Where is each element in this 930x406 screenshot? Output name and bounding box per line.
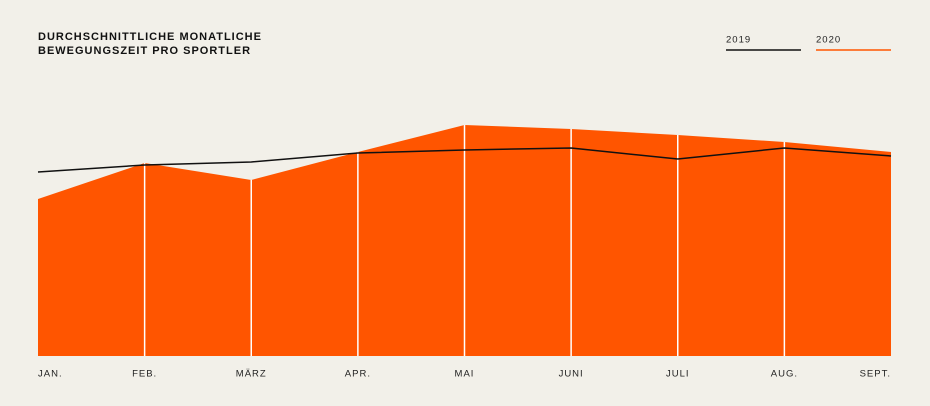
x-tick-label: FEB. xyxy=(132,369,157,380)
x-tick-label: SEPT. xyxy=(860,369,891,380)
x-tick-label: JULI xyxy=(666,369,690,380)
x-tick-label: JUNI xyxy=(559,369,584,380)
x-tick-label: JAN. xyxy=(38,369,63,380)
legend-label: 2019 xyxy=(726,35,751,46)
chart-title: DURCHSCHNITTLICHE MONATLICHE BEWEGUNGSZE… xyxy=(38,31,262,57)
line xyxy=(37,147,892,173)
x-tick-label: MÄRZ xyxy=(236,369,267,380)
x-tick-label: APR. xyxy=(345,369,371,380)
x-tick-label: MAI xyxy=(455,369,475,380)
legend-label: 2020 xyxy=(816,35,841,46)
x-tick-label: AUG. xyxy=(771,369,798,380)
